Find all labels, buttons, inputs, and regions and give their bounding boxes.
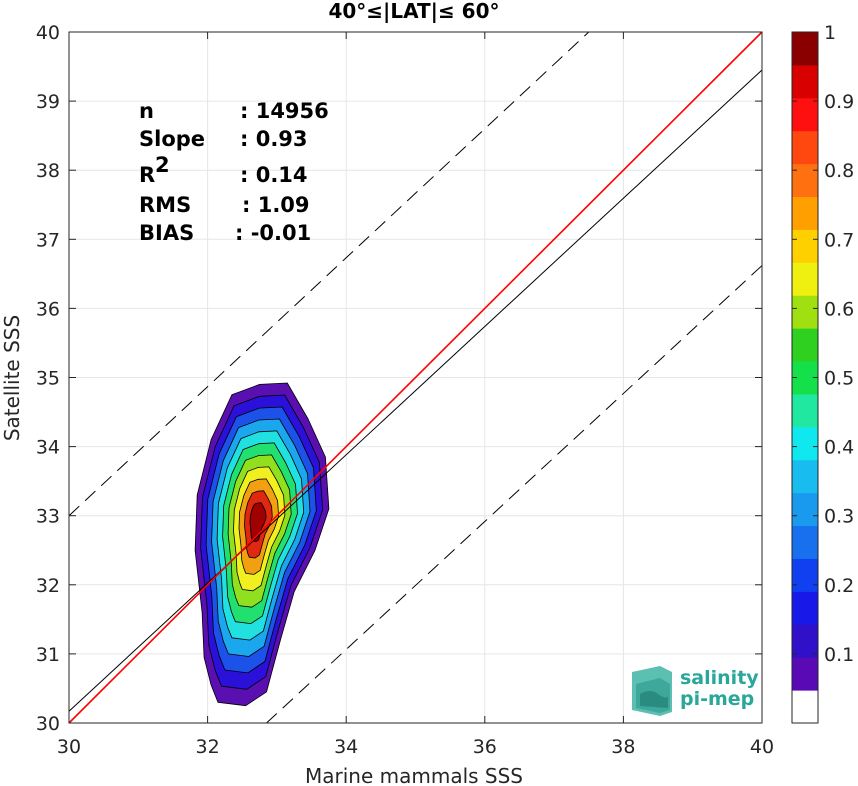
colorbar-tick-label: 0.2 — [824, 575, 854, 597]
reference-lines — [68, 31, 763, 724]
colorbar-segment — [792, 558, 818, 592]
colorbar-segment — [792, 163, 818, 198]
stat-label-slope: Slope — [139, 127, 205, 151]
stat-value-bias: : -0.01 — [235, 221, 311, 245]
colorbar-segment — [792, 295, 818, 329]
colorbar-tick-label: 1 — [824, 22, 836, 44]
salinity-pi-mep-logo: salinity pi-mep — [632, 666, 759, 716]
logo-line-2: pi-mep — [680, 688, 754, 710]
stats-box: n : 14956 Slope : 0.93 R 2 : 0.14 RMS : 1.09 BIAS… — [139, 99, 329, 245]
identity-line — [68, 31, 763, 724]
lower-bound-dashed-line — [266, 265, 763, 724]
colorbar-segment — [792, 32, 818, 66]
x-tick-label: 38 — [611, 736, 635, 758]
stat-value-n: : 14956 — [240, 99, 329, 123]
x-tick-label: 40 — [750, 736, 774, 758]
colorbar: 0.1 0.2 0.3 0.4 0.5 0.6 0.7 0.8 0.9 1 — [791, 22, 854, 724]
logo-icon — [632, 666, 672, 716]
colorbar-segment — [792, 97, 818, 132]
colorbar-segment — [792, 426, 818, 461]
regression-fit-line — [68, 69, 763, 712]
colorbar-tick-label: 0.4 — [824, 437, 854, 459]
stat-value-slope: : 0.93 — [240, 127, 308, 151]
chart-title: 40°≤|LAT|≤ 60° — [328, 0, 499, 23]
stat-label-n: n — [139, 99, 154, 123]
colorbar-tick-label: 0.5 — [824, 368, 854, 390]
colorbar-tick-label: 0.6 — [824, 298, 854, 320]
stat-label-r: R — [139, 163, 155, 187]
stat-label-rms: RMS — [139, 193, 191, 217]
colorbar-tick-label: 0.8 — [824, 160, 854, 182]
colorbar-segment — [792, 393, 818, 428]
stat-label-superscript: 2 — [155, 153, 170, 177]
colorbar-segment — [792, 262, 818, 296]
y-tick-label: 32 — [36, 575, 60, 597]
stat-value-rms: : 1.09 — [242, 193, 310, 217]
colorbar-tick-label: 0.7 — [824, 229, 854, 251]
y-tick-label: 39 — [36, 91, 60, 113]
colorbar-segment — [792, 196, 818, 230]
x-tick-label: 30 — [57, 736, 81, 758]
colorbar-segment — [792, 591, 818, 625]
y-axis-label: Satellite SSS — [0, 315, 24, 441]
colorbar-segment — [792, 492, 818, 527]
stat-value-r: : 0.14 — [240, 163, 308, 187]
colorbar-tick-label: 0.1 — [824, 644, 854, 666]
logo-line-1: salinity — [680, 667, 759, 689]
colorbar-segment — [792, 657, 818, 691]
y-tick-label: 30 — [36, 713, 60, 735]
y-tick-label: 36 — [36, 298, 60, 320]
colorbar-segment — [792, 64, 818, 99]
colorbar-tick-label: 0.3 — [824, 506, 854, 528]
colorbar-segment — [792, 328, 818, 362]
stat-label-bias: BIAS — [139, 221, 194, 245]
colorbar-segment — [792, 624, 818, 658]
colorbar-segment — [792, 229, 818, 263]
y-tick-label: 35 — [36, 368, 60, 390]
colorbar-segment — [792, 525, 818, 559]
y-tick-label: 37 — [36, 229, 60, 251]
colorbar-segment — [792, 690, 818, 724]
colorbar-tick-label: 0.9 — [824, 91, 854, 113]
x-axis-label: Marine mammals SSS — [305, 764, 523, 786]
y-tick-label: 31 — [36, 644, 60, 666]
x-tick-label: 36 — [473, 736, 497, 758]
x-tick-label: 32 — [196, 736, 220, 758]
y-tick-label: 34 — [36, 437, 60, 459]
x-tick-label: 34 — [334, 736, 358, 758]
y-tick-label: 40 — [36, 22, 60, 44]
y-tick-label: 33 — [36, 506, 60, 528]
colorbar-segment — [792, 459, 818, 494]
colorbar-segment — [792, 130, 818, 165]
density-contours — [194, 382, 330, 707]
upper-bound-dashed-line — [68, 31, 590, 517]
axis-ticks: 30 32 34 36 38 40 30 31 32 33 34 35 36 37 38 39 40 — [36, 22, 774, 758]
y-tick-label: 38 — [36, 160, 60, 182]
